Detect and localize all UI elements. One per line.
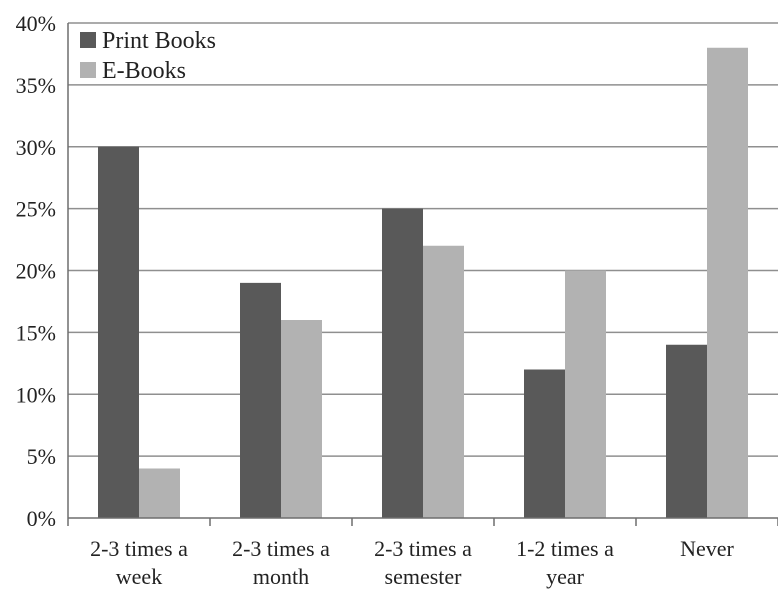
bar-e-books-2 <box>423 245 464 518</box>
x-category-label-line: 2-3 times a <box>90 536 188 561</box>
y-tick-label: 10% <box>16 382 56 407</box>
y-tick-label: 15% <box>16 320 56 345</box>
bar-print-books-0 <box>98 146 139 518</box>
y-axis-ticks: 0% 5% 10% 15% 20% 25% 30% 35% 40% <box>16 11 56 531</box>
x-category-label: Never <box>680 536 734 561</box>
bar-e-books-1 <box>281 320 322 518</box>
y-tick-label: 0% <box>27 506 56 531</box>
bar-print-books-1 <box>240 282 281 518</box>
x-category-label-line: week <box>116 564 162 589</box>
x-category-label-line: month <box>253 564 309 589</box>
y-tick-label: 40% <box>16 11 56 36</box>
x-category-label: 1-2 times a year <box>516 536 614 589</box>
y-tick-label: 20% <box>16 259 56 284</box>
x-category-label-line: 1-2 times a <box>516 536 614 561</box>
x-category-label-line: 2-3 times a <box>232 536 330 561</box>
x-category-label: 2-3 times a week <box>90 536 188 589</box>
y-tick-label: 25% <box>16 197 56 222</box>
legend-swatch <box>80 62 96 78</box>
legend-label: Print Books <box>102 28 216 54</box>
y-tick-label: 30% <box>16 135 56 160</box>
bar-print-books-2 <box>382 208 423 518</box>
x-category-label-line: 2-3 times a <box>374 536 472 561</box>
legend-swatch <box>80 32 96 48</box>
bar-e-books-3 <box>565 270 606 518</box>
bar-e-books-0 <box>139 468 180 518</box>
legend: Print Books E-Books <box>80 28 216 84</box>
y-tick-label: 35% <box>16 73 56 98</box>
bar-e-books-4 <box>707 47 748 518</box>
bars <box>98 47 748 518</box>
x-category-label: 2-3 times a semester <box>374 536 472 589</box>
x-category-label-line: year <box>546 564 585 589</box>
bar-print-books-4 <box>666 344 707 518</box>
x-category-label-line: Never <box>680 536 734 561</box>
x-category-label-line: semester <box>385 564 463 589</box>
bar-print-books-3 <box>524 369 565 518</box>
x-category-label: 2-3 times a month <box>232 536 330 589</box>
legend-label: E-Books <box>102 58 186 84</box>
y-tick-label: 5% <box>27 444 56 469</box>
